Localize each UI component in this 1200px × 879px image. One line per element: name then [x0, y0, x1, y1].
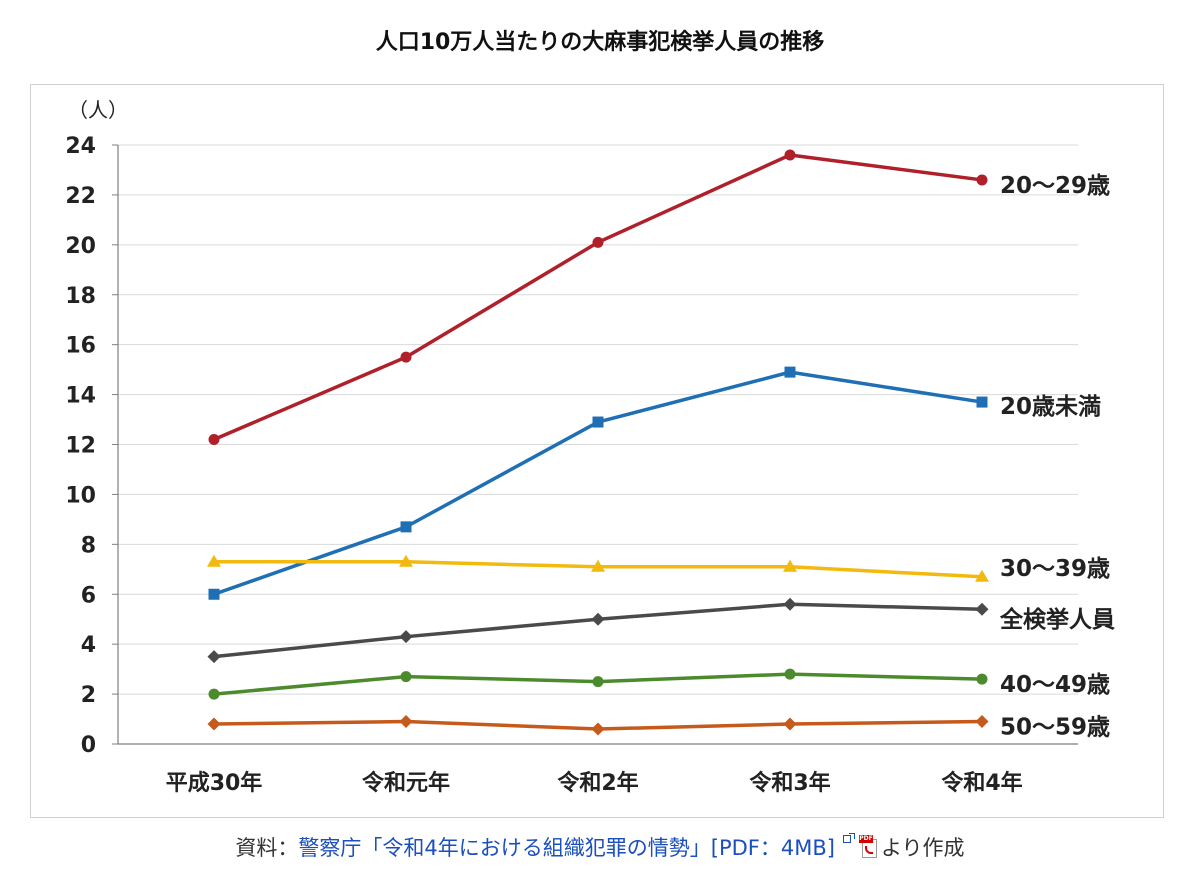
x-tick-label: 令和3年 — [749, 770, 830, 796]
series-label: 全検挙人員 — [999, 606, 1115, 633]
chart-frame — [30, 84, 1164, 818]
data-point — [975, 569, 989, 582]
series-3: 30～39歳 — [207, 554, 1110, 582]
data-point — [399, 554, 413, 567]
data-point — [783, 717, 797, 731]
x-tick-label: 平成30年 — [166, 770, 263, 796]
source-suffix: より作成 — [880, 836, 965, 860]
y-tick-label: 22 — [65, 184, 96, 209]
x-tick-label: 令和2年 — [557, 770, 638, 796]
data-point — [975, 715, 989, 729]
source-note: 資料：警察庁「令和4年における組織犯罪の情勢」[PDF：4MB] PDF より作成 — [0, 832, 1200, 862]
data-point — [400, 521, 412, 533]
data-point — [784, 668, 796, 680]
series-label: 40～49歳 — [1000, 672, 1110, 698]
data-point — [784, 366, 796, 378]
data-point — [208, 434, 220, 446]
y-tick-label: 24 — [65, 134, 96, 159]
external-link-icon[interactable] — [842, 833, 855, 845]
data-point — [400, 351, 412, 363]
data-point — [207, 717, 221, 731]
series-line — [213, 602, 983, 659]
series-6: 50～59歳 — [207, 715, 1110, 741]
source-link[interactable]: 警察庁「令和4年における組織犯罪の情勢」[PDF：4MB] — [298, 836, 835, 860]
y-tick-label: 2 — [81, 683, 96, 708]
data-point — [207, 554, 221, 567]
y-axis-label: （人） — [68, 98, 128, 122]
series-2: 20歳未満 — [208, 366, 1101, 600]
pdf-tag: PDF — [858, 835, 873, 843]
series-label: 30～39歳 — [1000, 556, 1110, 582]
series-line — [213, 153, 983, 442]
series-5: 40～49歳 — [208, 668, 1110, 700]
data-point — [592, 416, 604, 428]
y-tick-label: 8 — [81, 533, 96, 558]
data-point — [975, 602, 989, 616]
data-point — [207, 650, 221, 664]
data-point — [783, 597, 797, 611]
data-point — [591, 612, 605, 626]
data-point — [400, 671, 412, 683]
data-point — [399, 630, 413, 644]
y-tick-label: 16 — [65, 334, 96, 359]
pdf-icon: PDF — [858, 835, 879, 859]
data-point — [976, 396, 988, 408]
data-point — [592, 676, 604, 688]
x-tick-label: 令和4年 — [941, 770, 1022, 796]
y-tick-label: 18 — [65, 284, 96, 309]
series-1: 20～29歳 — [208, 149, 1110, 446]
series-label: 50～59歳 — [1000, 715, 1110, 741]
data-point — [208, 588, 220, 600]
y-tick-label: 20 — [65, 234, 96, 259]
data-point — [784, 149, 796, 161]
y-tick-label: 4 — [81, 633, 96, 658]
y-tick-label: 10 — [65, 483, 96, 508]
y-tick-label: 0 — [81, 733, 96, 758]
data-point — [591, 722, 605, 736]
y-tick-label: 12 — [65, 434, 96, 459]
chart-title: 人口10万人当たりの大麻事犯検挙人員の推移 — [375, 30, 825, 55]
data-point — [783, 559, 797, 572]
data-point — [399, 715, 413, 729]
y-tick-label: 6 — [81, 583, 96, 608]
series-label: 20歳未満 — [1000, 394, 1101, 420]
series-label: 20～29歳 — [1000, 173, 1110, 199]
x-tick-label: 令和元年 — [362, 770, 450, 796]
data-point — [976, 174, 988, 186]
source-prefix: 資料： — [235, 836, 299, 860]
data-point — [591, 559, 605, 572]
series-4: 全検挙人員 — [207, 597, 1115, 664]
y-tick-label: 14 — [65, 384, 96, 409]
data-point — [976, 673, 988, 685]
data-point — [592, 236, 604, 248]
data-point — [208, 688, 220, 700]
